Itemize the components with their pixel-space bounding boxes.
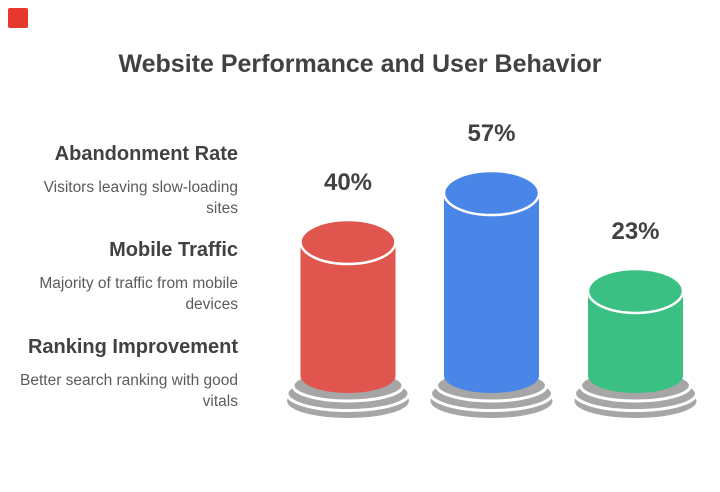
section-description: Majority of traffic from mobile devices: [6, 273, 238, 315]
cylinder-top: [299, 218, 397, 266]
bar-abandonment-rate: 40%: [285, 169, 411, 418]
cylinder-body: [444, 193, 539, 393]
bar-value-label: 40%: [324, 169, 372, 196]
description-line: Majority of traffic from mobile: [39, 275, 238, 292]
cylinder-top: [442, 169, 541, 217]
legend-item-mobile-traffic: Mobile Traffic Majority of traffic from …: [6, 239, 238, 315]
description-line: vitals: [202, 393, 238, 410]
bar-value-label: 23%: [611, 218, 659, 245]
cylinder-body: [588, 290, 683, 393]
bar-ranking-improvement: 23%: [573, 218, 698, 418]
section-heading: Mobile Traffic: [109, 239, 238, 261]
description-line: devices: [185, 296, 238, 313]
section-heading: Ranking Improvement: [27, 336, 238, 358]
cylinder-body: [300, 242, 396, 393]
section-description: Visitors leaving slow-loading sites: [6, 177, 238, 219]
description-line: Better search ranking with good: [20, 372, 238, 389]
bar-value-label: 57%: [467, 120, 515, 147]
section-description: Better search ranking with good vitals: [6, 370, 238, 412]
red-square-marker: [8, 8, 28, 28]
description-line: sites: [206, 200, 238, 217]
section-heading: Abandonment Rate: [54, 143, 238, 165]
legend-item-abandonment-rate: Abandonment Rate Visitors leaving slow-l…: [6, 143, 238, 219]
chart-title: Website Performance and User Behavior: [118, 50, 602, 78]
cylinder-top: [586, 267, 685, 315]
legend-item-ranking-improvement: Ranking Improvement Better search rankin…: [6, 336, 238, 412]
bar-mobile-traffic: 57%: [429, 120, 554, 418]
description-line: Visitors leaving slow-loading: [43, 179, 238, 196]
